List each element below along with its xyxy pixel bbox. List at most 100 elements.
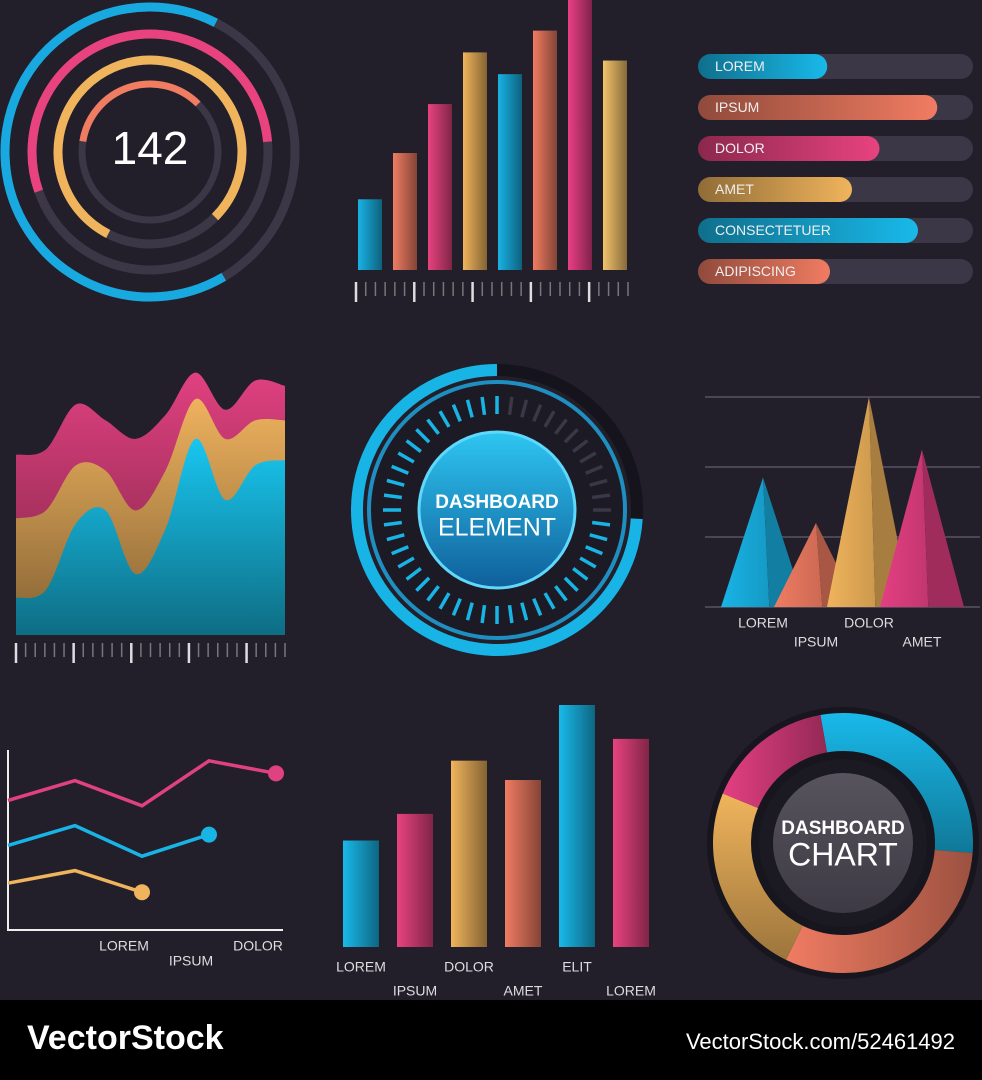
gauge-tick-decoration	[383, 520, 403, 527]
gauge-tick-decoration	[397, 556, 415, 569]
gauge-tick-decoration	[520, 399, 529, 418]
progress-label: AMET	[715, 181, 754, 197]
footer-band	[0, 1000, 982, 1080]
gauge-tick-decoration	[451, 404, 462, 422]
gauge-tick-decoration	[589, 478, 608, 487]
area	[16, 438, 285, 635]
gauge-core	[417, 430, 577, 590]
gauge-subtitle: ELEMENT	[438, 514, 556, 542]
ring-arc	[27, 29, 273, 193]
cone-face	[922, 449, 964, 607]
donut-segment	[722, 714, 828, 808]
gauge-tick-decoration	[554, 418, 568, 435]
progress-label: CONSECTETUER	[715, 222, 831, 238]
gauge-tick-decoration	[415, 576, 431, 592]
bar	[358, 199, 382, 270]
donut-segment	[820, 713, 973, 853]
gauge-tick-decoration	[589, 533, 608, 542]
axis	[7, 750, 283, 931]
x-tick-label: DOLOR	[844, 615, 894, 631]
x-tick-label: IPSUM	[794, 634, 838, 650]
gauge-tick-decoration	[391, 464, 409, 475]
bar	[428, 104, 452, 270]
gauge-tick-decoration	[480, 396, 487, 416]
gauge-tick-decoration	[397, 451, 415, 464]
bar	[613, 738, 649, 947]
cone-face	[774, 523, 823, 607]
gauge-tick-decoration	[585, 464, 603, 475]
donut-title: DASHBOARD	[781, 818, 905, 839]
gauge-tick-decoration	[572, 567, 589, 581]
bar	[463, 52, 487, 271]
x-tick-label: LOREM	[606, 983, 656, 999]
brand: VectorStock	[27, 1019, 224, 1057]
x-tick-label: IPSUM	[169, 953, 213, 969]
x-tick-label: LOREM	[738, 615, 788, 631]
donut-segment	[786, 850, 973, 973]
donut-segment	[713, 793, 803, 960]
bar	[397, 813, 433, 947]
bar	[505, 780, 541, 947]
progress-label: ADIPISCING	[715, 263, 796, 279]
cone-face	[721, 477, 770, 607]
gauge-tick-decoration	[532, 404, 543, 422]
gauge-tick-decoration	[563, 428, 579, 444]
gauge-tick-decoration	[591, 520, 611, 527]
gauge-tick-decoration	[451, 598, 462, 616]
ring-arc	[79, 80, 201, 142]
x-tick-label: LOREM	[99, 938, 149, 954]
gauge-title: DASHBOARD	[435, 492, 559, 513]
line	[7, 823, 210, 859]
bar	[603, 60, 627, 271]
x-tick-label: ELIT	[562, 959, 592, 975]
x-tick-label: AMET	[903, 634, 942, 650]
gauge-tick-decoration	[543, 592, 556, 610]
x-tick-label: LOREM	[336, 959, 386, 975]
gauge-tick-decoration	[507, 604, 514, 624]
progress-bar	[698, 177, 852, 202]
gauge-tick-decoration	[391, 545, 409, 556]
end-point	[134, 884, 150, 901]
gauge-tick-decoration	[543, 410, 556, 428]
gauge-tick-decoration	[554, 585, 568, 602]
gauge-arc	[351, 364, 643, 656]
gauge-tick-decoration	[405, 439, 422, 453]
bar	[559, 705, 595, 947]
progress-bar	[698, 54, 828, 79]
progress-bar	[698, 95, 938, 120]
gauge-tick-decoration	[383, 493, 403, 500]
gauge-tick-decoration	[405, 567, 422, 581]
gauge-tick-decoration	[386, 478, 405, 487]
x-tick-label: IPSUM	[393, 983, 437, 999]
donut-subtitle: CHART	[788, 836, 898, 872]
cone-face	[880, 449, 929, 607]
gauge-tick-decoration	[591, 493, 611, 500]
progress-label: LOREM	[715, 58, 765, 74]
cone	[880, 449, 964, 607]
gauge-tick-decoration	[426, 585, 440, 602]
bar	[498, 74, 522, 270]
cone-face	[827, 397, 876, 607]
progress-bar	[698, 136, 880, 161]
gauge-tick-decoration	[426, 418, 440, 435]
end-point	[268, 765, 284, 782]
line	[7, 868, 143, 894]
url: VectorStock.com/52461492	[686, 1029, 955, 1054]
x-tick-label: DOLOR	[233, 938, 283, 954]
gauge-tick-decoration	[579, 451, 597, 464]
bar	[393, 153, 417, 270]
bar	[533, 30, 557, 270]
progress-bar	[698, 259, 830, 284]
gauge-tick-decoration	[465, 602, 474, 621]
bar	[343, 840, 379, 947]
donut-core	[773, 773, 913, 913]
gauge-tick-decoration	[532, 598, 543, 616]
gauge-tick-decoration	[579, 556, 597, 569]
x-tick-label: DOLOR	[444, 959, 494, 975]
gauge-tick-decoration	[585, 545, 603, 556]
gauge-tick-decoration	[520, 602, 529, 621]
gauge-tick-decoration	[438, 592, 451, 610]
center-value: 142	[112, 122, 189, 174]
gauge-tick-decoration	[438, 410, 451, 428]
